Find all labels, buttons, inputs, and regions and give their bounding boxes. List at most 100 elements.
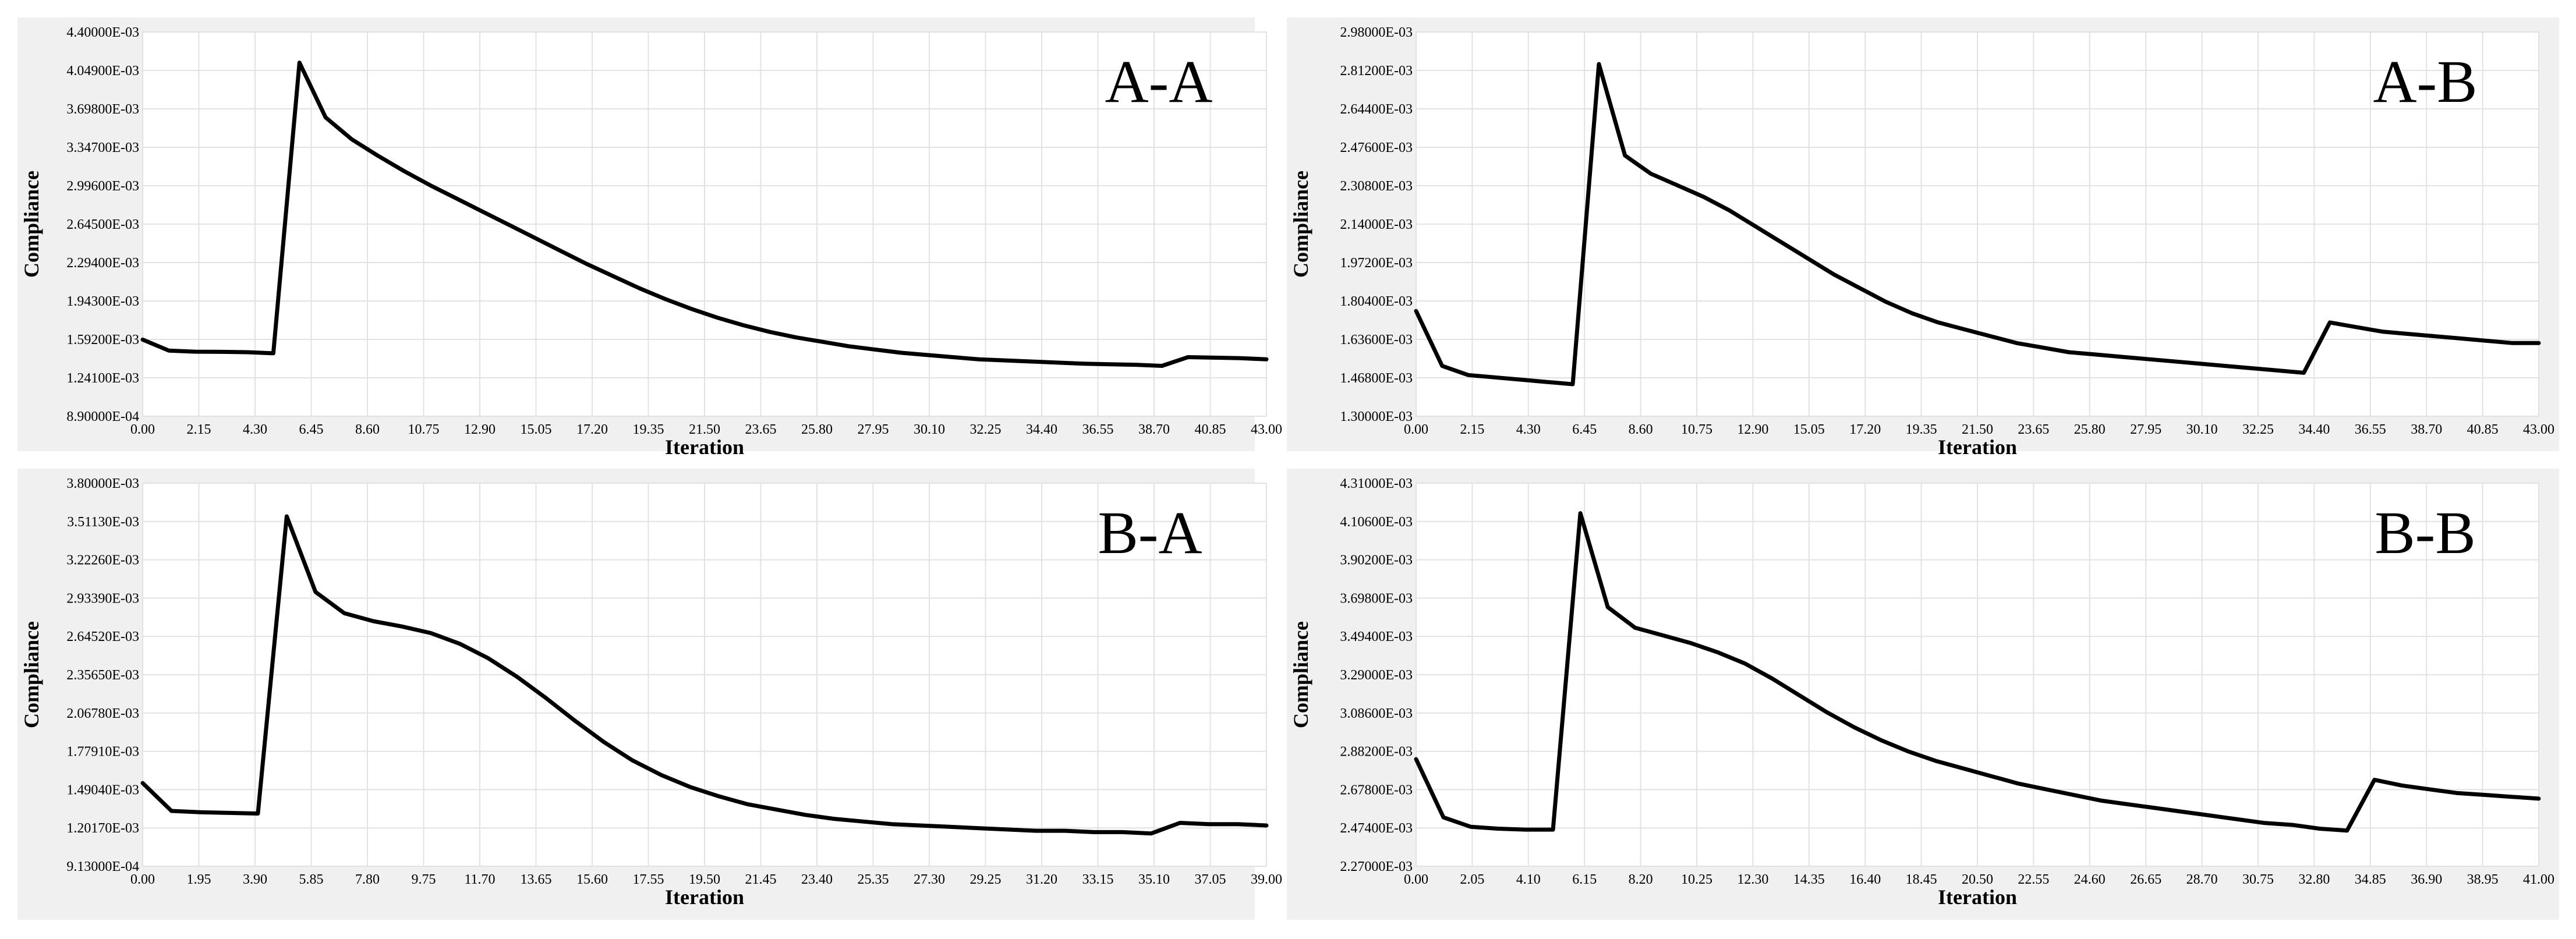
x-tick-label: 19.35: [1906, 422, 1937, 437]
y-tick-label: 2.47400E-03: [1340, 821, 1413, 836]
x-tick-label: 15.05: [521, 422, 552, 437]
x-tick-label: 17.55: [633, 872, 664, 887]
y-tick-label: 4.04900E-03: [66, 63, 139, 79]
chart-title: A-B: [2373, 48, 2477, 115]
x-axis-title: Iteration: [665, 435, 744, 459]
y-tick-label: 3.90200E-03: [1340, 553, 1413, 568]
chart-title: B-B: [2375, 499, 2475, 566]
x-tick-label: 3.90: [243, 872, 267, 887]
x-tick-label: 43.00: [1251, 422, 1282, 437]
x-tick-label: 24.60: [2074, 872, 2106, 887]
x-tick-label: 8.20: [1629, 872, 1653, 887]
x-tick-label: 23.65: [2018, 422, 2049, 437]
x-tick-label: 12.30: [1737, 872, 1768, 887]
x-tick-label: 32.25: [970, 422, 1002, 437]
y-tick-label: 1.59200E-03: [66, 332, 139, 348]
y-tick-label: 2.14000E-03: [1340, 217, 1413, 232]
y-tick-label: 2.88200E-03: [1340, 745, 1413, 760]
x-tick-label: 27.30: [914, 872, 945, 887]
y-tick-label: 2.47600E-03: [1340, 140, 1413, 155]
x-tick-label: 27.95: [858, 422, 889, 437]
y-tick-label: 1.20170E-03: [66, 821, 139, 836]
y-tick-label: 2.64400E-03: [1340, 102, 1413, 117]
y-axis-title: Compliance: [1289, 171, 1312, 278]
y-tick-label: 4.40000E-03: [66, 25, 139, 40]
y-tick-label: 1.94300E-03: [66, 294, 139, 309]
y-tick-label: 2.35650E-03: [66, 668, 139, 683]
x-tick-label: 39.00: [1251, 872, 1282, 887]
x-tick-label: 15.05: [1793, 422, 1825, 437]
y-tick-label: 1.80400E-03: [1340, 294, 1413, 309]
series-line: [140, 514, 1269, 836]
y-tick-label: 3.29000E-03: [1340, 668, 1413, 683]
y-tick-label: 3.69800E-03: [1340, 591, 1413, 606]
x-tick-label: 6.45: [1572, 422, 1597, 437]
x-tick-label: 40.85: [1195, 422, 1226, 437]
chart-panel: 0.00 2.05 4.10 6.15 8.20 10.25 12.30 14.35 16.40…: [1287, 469, 2559, 920]
x-tick-label: 0.00: [130, 872, 155, 887]
y-tick-label: 9.13000E-04: [66, 859, 139, 874]
y-tick-label: 1.77910E-03: [66, 745, 139, 760]
y-tick-label: 3.49400E-03: [1340, 629, 1413, 644]
y-tick-label: 3.80000E-03: [66, 476, 139, 491]
y-tick-label: 2.30800E-03: [1340, 179, 1413, 194]
x-tick-label: 25.35: [858, 872, 889, 887]
x-axis-title: Iteration: [1938, 435, 2017, 459]
x-tick-label: 36.55: [2355, 422, 2386, 437]
x-tick-label: 32.80: [2298, 872, 2330, 887]
x-tick-label: 21.50: [689, 422, 720, 437]
x-tick-label: 23.65: [745, 422, 777, 437]
y-tick-label: 2.64520E-03: [66, 629, 139, 644]
x-tick-label: 21.45: [745, 872, 777, 887]
x-tick-label: 34.85: [2355, 872, 2386, 887]
x-tick-label: 10.75: [1681, 422, 1712, 437]
x-tick-label: 33.15: [1082, 872, 1114, 887]
x-tick-label: 17.20: [1849, 422, 1881, 437]
x-tick-label: 25.80: [2074, 422, 2106, 437]
y-tick-label: 8.90000E-04: [66, 409, 139, 424]
y-tick-label: 1.24100E-03: [66, 371, 139, 386]
y-tick-label: 3.08600E-03: [1340, 706, 1413, 721]
x-tick-label: 41.00: [2523, 872, 2554, 887]
x-tick-label: 10.25: [1681, 872, 1712, 887]
x-tick-label: 19.50: [689, 872, 720, 887]
x-tick-label: 38.95: [2467, 872, 2499, 887]
y-tick-label: 3.22260E-03: [66, 553, 139, 568]
x-tick-label: 40.85: [2467, 422, 2499, 437]
x-tick-label: 2.15: [187, 422, 211, 437]
y-tick-label: 2.06780E-03: [66, 706, 139, 721]
x-tick-label: 37.05: [1195, 872, 1226, 887]
y-tick-label: 2.98000E-03: [1340, 25, 1413, 40]
x-tick-label: 0.00: [130, 422, 155, 437]
y-tick-label: 1.63600E-03: [1340, 332, 1413, 348]
y-axis-title: Compliance: [1289, 621, 1312, 728]
x-tick-label: 4.30: [1516, 422, 1541, 437]
x-tick-label: 21.50: [1962, 422, 1993, 437]
y-tick-label: 4.10600E-03: [1340, 515, 1413, 530]
y-tick-label: 3.51130E-03: [67, 515, 139, 530]
y-tick-label: 2.27000E-03: [1340, 859, 1413, 874]
x-tick-label: 32.25: [2242, 422, 2274, 437]
x-tick-label: 31.20: [1026, 872, 1057, 887]
y-tick-label: 2.67800E-03: [1340, 782, 1413, 798]
x-tick-label: 2.15: [1460, 422, 1484, 437]
series-line: [1414, 511, 2541, 833]
x-tick-label: 4.30: [243, 422, 267, 437]
x-tick-label: 38.70: [2411, 422, 2442, 437]
x-tick-label: 2.05: [1460, 872, 1484, 887]
y-tick-label: 1.49040E-03: [66, 782, 139, 798]
y-tick-label: 2.93390E-03: [66, 591, 139, 606]
x-tick-label: 8.60: [1629, 422, 1653, 437]
x-tick-label: 12.90: [1737, 422, 1768, 437]
x-tick-label: 8.60: [355, 422, 380, 437]
y-tick-label: 4.31000E-03: [1340, 476, 1413, 491]
x-tick-label: 20.50: [1962, 872, 1993, 887]
x-tick-label: 34.40: [2298, 422, 2330, 437]
chart-title: A-A: [1105, 48, 1213, 115]
x-tick-label: 26.65: [2130, 872, 2161, 887]
x-tick-label: 29.25: [970, 872, 1002, 887]
x-tick-label: 18.45: [1906, 872, 1937, 887]
x-tick-label: 17.20: [576, 422, 608, 437]
x-tick-label: 34.40: [1026, 422, 1057, 437]
y-tick-label: 2.99600E-03: [66, 179, 139, 194]
